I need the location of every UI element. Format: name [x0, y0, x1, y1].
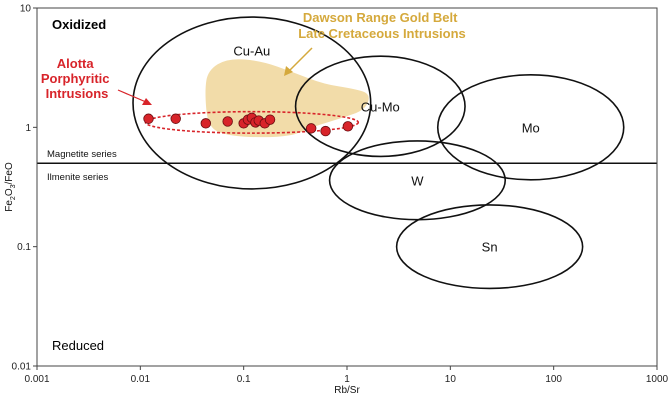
plot-frame [36, 7, 658, 367]
y-tick-label: 0.1 [17, 242, 31, 253]
dawson-range-label: Dawson Range Gold Belt Late Cretaceous I… [298, 10, 466, 41]
x-tick-label: 1000 [646, 374, 669, 385]
dawson-range-arrow-line [287, 47, 313, 73]
alotta-label-line-2: Porphyritic [41, 71, 110, 86]
field-cu-mo [294, 55, 466, 158]
x-tick-label: 0.01 [131, 374, 151, 385]
field-label-sn: Sn [482, 240, 498, 255]
alotta-arrow-line [117, 89, 147, 103]
field-label-cu-mo: Cu-Mo [361, 99, 400, 114]
field-cu-au [132, 16, 372, 190]
alotta-label-line-3: Intrusions [46, 86, 109, 101]
x-tick-label: 0.001 [24, 374, 49, 385]
alotta-label: Alotta Porphyritic Intrusions [41, 56, 113, 101]
alotta-point [320, 125, 331, 137]
dawson-range-label-line-2: Late Cretaceous Intrusions [298, 26, 466, 41]
alotta-point [222, 116, 233, 127]
field-label-cu-au: Cu-Au [233, 44, 270, 59]
ilmenite-series-label: Ilmenite series [47, 172, 108, 183]
alotta-point [264, 114, 276, 125]
x-tick-label: 1 [344, 374, 350, 385]
field-label-w: W [411, 173, 424, 188]
x-axis-title: Rb/Sr [334, 385, 360, 396]
alotta-point [342, 121, 354, 132]
x-tick-label: 10 [445, 374, 457, 385]
x-tick-label: 0.1 [237, 374, 251, 385]
alotta-series-layer [143, 110, 360, 137]
corner-label-reduced: Reduced [52, 338, 104, 353]
dawson-range-arrow-head [284, 66, 293, 76]
y-tick-label: 0.01 [12, 362, 32, 373]
alotta-label-line-1: Alotta [57, 56, 95, 71]
y-axis-title: Fe2O3/FeO [4, 162, 17, 212]
dawson-range-label-line-1: Dawson Range Gold Belt [303, 10, 458, 25]
magnetite-series-label: Magnetite series [47, 149, 117, 160]
field-label-mo: Mo [522, 120, 540, 135]
alotta-point [170, 113, 181, 124]
x-tick-label: 100 [545, 374, 562, 385]
y-tick-label: 10 [20, 4, 32, 15]
y-tick-label: 1 [25, 123, 31, 134]
alotta-point [305, 123, 317, 134]
alotta-point [200, 118, 211, 129]
field-sn [395, 204, 584, 290]
corner-label-oxidized: Oxidized [52, 17, 106, 32]
alotta-point [143, 113, 154, 124]
deposit-fields-layer: Cu-Au Cu-Mo Mo W Sn [132, 16, 625, 290]
alotta-arrow-head [142, 98, 152, 105]
field-mo [436, 74, 625, 181]
